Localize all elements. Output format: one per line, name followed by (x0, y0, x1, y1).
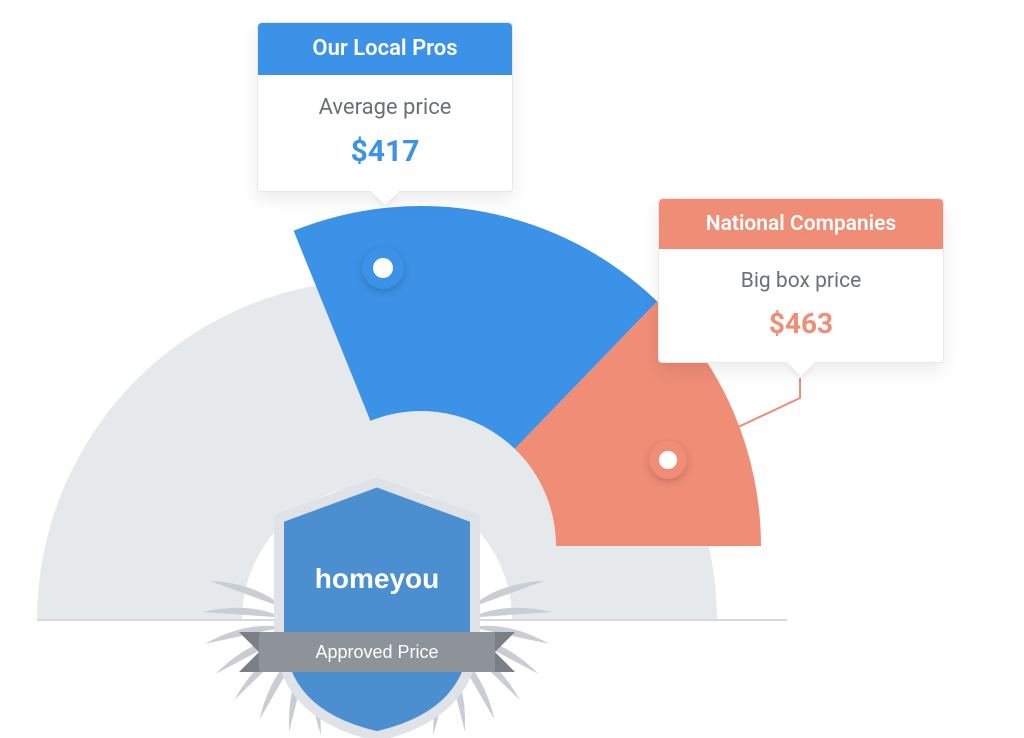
badge-brand: homeyou (315, 563, 439, 594)
badge-ribbon-text: Approved Price (315, 642, 438, 662)
approved-price-badge: homeyou Approved Price (0, 0, 1024, 738)
stage: Our Local Pros Average price $417 Nation… (0, 0, 1024, 738)
